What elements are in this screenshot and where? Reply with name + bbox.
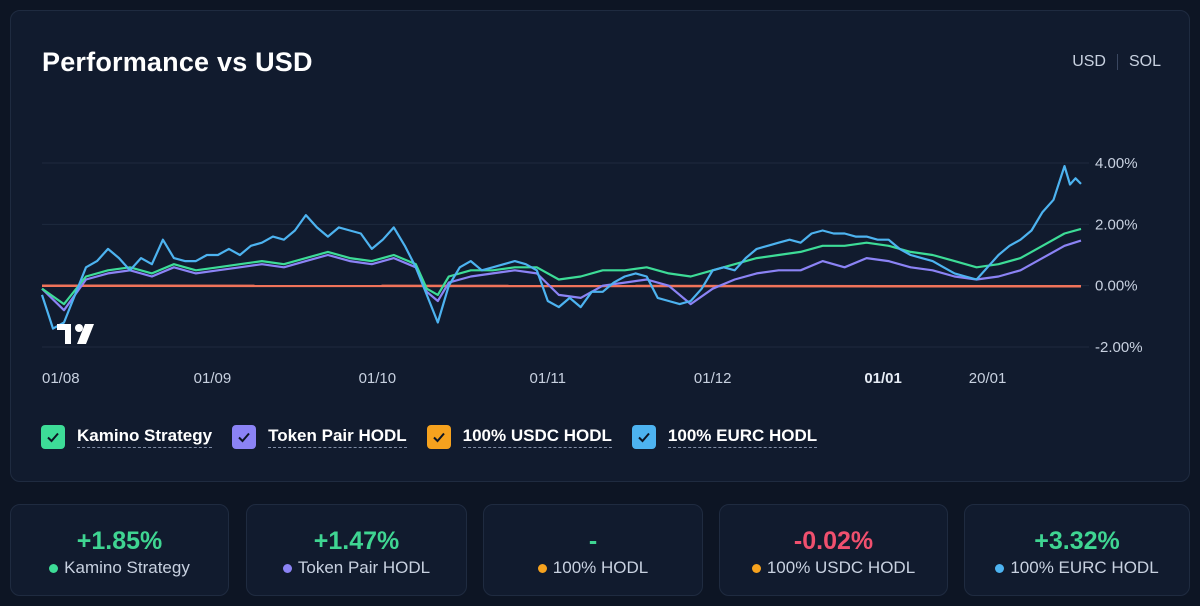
stat-label-row: Kamino Strategy [11, 558, 228, 578]
toggle-divider [1116, 54, 1118, 70]
performance-chart: 4.00%2.00%0.00%-2.00% 01/08 01/09 01/10 01/… [40, 155, 1143, 387]
series-line-kamino-strategy [41, 227, 1082, 306]
usd-toggle-button[interactable]: USD [1072, 53, 1106, 70]
checkbox-checked-icon[interactable] [41, 425, 65, 449]
stat-label: 100% HODL [552, 558, 649, 577]
y-axis: 4.00% 2.00% 0.00% -2.00% [1095, 155, 1143, 356]
dot-icon [995, 563, 1005, 573]
x-tick-label: 01/10 [359, 370, 397, 387]
dot-icon [49, 563, 59, 573]
stat-label-row: 100% USDC HODL [720, 558, 947, 578]
stat-label: Token Pair HODL [297, 558, 431, 577]
stat-card-100-hodl: - 100% HODL [483, 504, 703, 596]
x-tick-label: 01/09 [194, 370, 232, 387]
x-tick-label: 20/01 [969, 370, 1007, 387]
legend-item-usdc-hodl[interactable]: 100% USDC HODL [426, 425, 612, 449]
y-tick-label: -2.00% [1095, 339, 1143, 356]
stat-value: +1.47% [313, 527, 400, 555]
chart-legend: Kamino Strategy Token Pair HODL 100% USD… [41, 425, 837, 449]
checkbox-checked-icon[interactable] [232, 425, 257, 449]
legend-label: Token Pair HODL [268, 426, 407, 448]
stat-label-row: Token Pair HODL [247, 558, 466, 578]
legend-item-kamino-strategy[interactable]: Kamino Strategy [41, 425, 213, 449]
legend-label: 100% EURC HODL [667, 426, 818, 448]
stat-card-eurc-hodl: +3.32% 100% EURC HODL [964, 504, 1190, 596]
stat-value: -0.02% [793, 527, 874, 555]
stat-value: +1.85% [76, 527, 163, 555]
stat-label-row: 100% EURC HODL [965, 558, 1189, 578]
dot-icon [282, 563, 292, 573]
stat-label: Kamino Strategy [64, 558, 190, 577]
stat-value: - [588, 527, 598, 555]
stat-value: +3.32% [1034, 527, 1120, 555]
dot-icon [751, 563, 761, 573]
x-tick-label: 01/01 [864, 370, 902, 387]
legend-label: Kamino Strategy [77, 426, 213, 448]
currency-toggle: USD SOL [1072, 53, 1161, 71]
x-tick-label: 01/08 [42, 370, 80, 387]
x-axis: 01/08 01/09 01/10 01/11 01/12 01/01 20/01 [42, 370, 1006, 387]
stat-label-row: 100% HODL [484, 558, 702, 578]
checkbox-checked-icon[interactable] [426, 425, 451, 449]
stat-card-token-pair-hodl: +1.47% Token Pair HODL [246, 504, 467, 596]
y-tick-label: 0.00% [1095, 278, 1138, 295]
series-line-100-usdc-hodl [41, 284, 1082, 288]
legend-item-token-pair-hodl[interactable]: Token Pair HODL [232, 425, 407, 449]
performance-panel: Performance vs USD USD SOL 4.00% 2.00% 0.0… [10, 10, 1190, 482]
chart-series [40, 165, 1082, 330]
y-tick-label: 2.00% [1095, 216, 1138, 233]
checkbox-checked-icon[interactable] [631, 425, 656, 449]
series-line-100-eurc-hodl [40, 165, 1082, 330]
y-tick-label: 4.00% [1095, 155, 1138, 172]
stat-label: 100% EURC HODL [1010, 558, 1159, 577]
tradingview-logo-icon [57, 324, 94, 344]
stat-label: 100% USDC HODL [766, 558, 916, 577]
legend-label: 100% USDC HODL [462, 426, 612, 448]
x-tick-label: 01/12 [694, 370, 732, 387]
legend-item-eurc-hodl[interactable]: 100% EURC HODL [631, 425, 818, 449]
page-title: Performance vs USD [42, 47, 313, 77]
dot-icon [537, 563, 547, 573]
x-tick-label: 01/11 [530, 370, 566, 387]
sol-toggle-button[interactable]: SOL [1128, 53, 1161, 70]
stat-card-usdc-hodl: -0.02% 100% USDC HODL [719, 504, 948, 596]
stat-card-kamino-strategy: +1.85% Kamino Strategy [10, 504, 229, 596]
series-line-token-pair-hodl [41, 239, 1082, 312]
